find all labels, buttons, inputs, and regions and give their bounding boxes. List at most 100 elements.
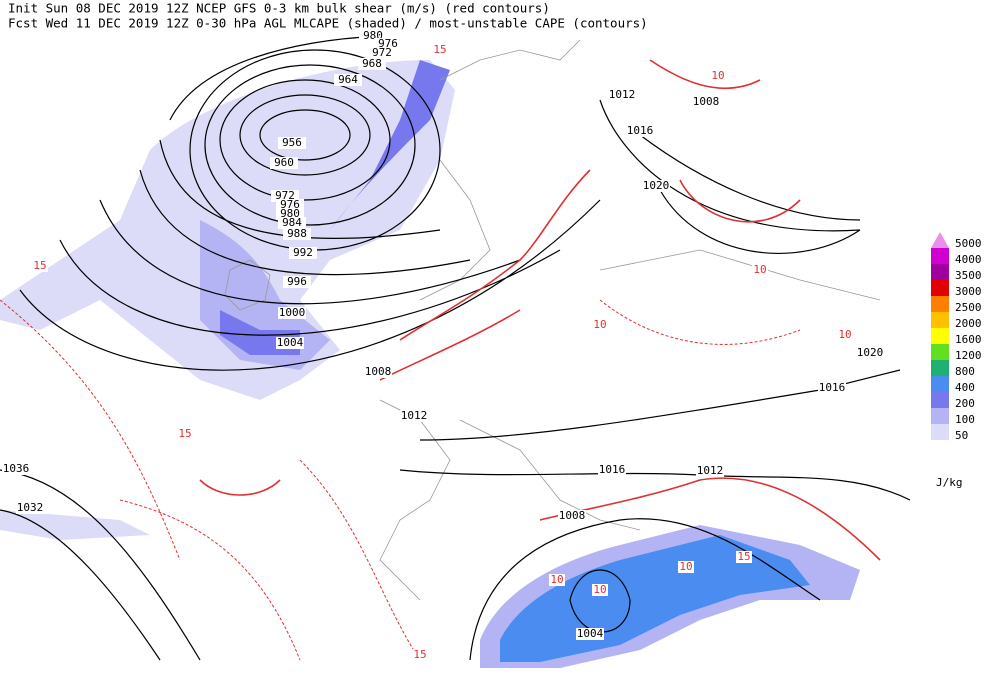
legend-label: 400 <box>955 381 975 394</box>
isobar-label: 1012 <box>697 464 724 477</box>
legend-swatch <box>931 408 949 424</box>
isobar-label: 1036 <box>3 462 30 475</box>
isobar-label: 976 <box>378 37 398 50</box>
legend-label: 200 <box>955 397 975 410</box>
isobar-label: 972 <box>372 46 392 59</box>
label-bg <box>270 157 298 169</box>
label-bg <box>278 137 306 149</box>
label-bg <box>692 96 720 108</box>
isobar-label: 980 <box>280 207 300 220</box>
label-bg <box>837 329 853 341</box>
isobar-label: 1016 <box>627 124 654 137</box>
shear-label: 15 <box>737 550 750 563</box>
label-bg <box>358 58 386 70</box>
label-bg <box>32 260 48 272</box>
legend-label: 2000 <box>955 317 982 330</box>
isobar-label: 968 <box>362 57 382 70</box>
label-bg <box>283 228 311 240</box>
map-labels: 9809769729689649569609729769809849889929… <box>2 29 884 661</box>
isobar-label: 1000 <box>279 306 306 319</box>
label-bg <box>412 649 428 661</box>
shear-contours <box>199 59 881 561</box>
legend-label: 2500 <box>955 301 982 314</box>
isobar-label: 1008 <box>693 95 720 108</box>
legend-swatch <box>931 296 949 312</box>
legend-swatch <box>931 392 949 408</box>
legend-swatch <box>931 360 949 376</box>
label-bg <box>608 89 636 101</box>
isobar-label: 1016 <box>599 463 626 476</box>
label-bg <box>364 366 392 378</box>
legend-swatch <box>931 328 949 344</box>
label-bg <box>558 510 586 522</box>
shear-label: 10 <box>593 583 606 596</box>
legend-label: 1200 <box>955 349 982 362</box>
isobar-label: 972 <box>275 189 295 202</box>
legend-swatch <box>931 344 949 360</box>
header-line: Init Sun 08 DEC 2019 12Z NCEP GFS 0-3 km… <box>8 1 550 16</box>
legend-label: 100 <box>955 413 975 426</box>
label-bg <box>334 74 362 86</box>
shear-label: 10 <box>711 69 724 82</box>
legend-swatch <box>931 232 949 248</box>
shear-label: 15 <box>413 648 426 661</box>
legend-swatch <box>931 376 949 392</box>
isobar-label: 1008 <box>559 509 586 522</box>
shear-label: 10 <box>679 560 692 573</box>
label-bg <box>283 276 311 288</box>
label-bg <box>696 465 724 477</box>
legend-label: 3000 <box>955 285 982 298</box>
label-bg <box>678 561 694 573</box>
legend-label: 1600 <box>955 333 982 346</box>
label-bg <box>549 574 565 586</box>
legend-swatch <box>931 264 949 280</box>
isobar-label: 984 <box>282 216 302 229</box>
label-bg <box>2 463 30 475</box>
isobar-label: 964 <box>338 73 358 86</box>
shear-label: 10 <box>753 263 766 276</box>
legend-label: 5000 <box>955 237 982 250</box>
isobar-label: 996 <box>287 275 307 288</box>
isobar-label: 1032 <box>17 501 44 514</box>
isobar-label: 1020 <box>857 346 884 359</box>
label-bg <box>368 47 396 59</box>
header-line: Fcst Wed 11 DEC 2019 12Z 0-30 hPa AGL ML… <box>8 16 648 31</box>
label-bg <box>598 464 626 476</box>
label-bg <box>710 70 726 82</box>
label-bg <box>736 551 752 563</box>
label-bg <box>752 264 768 276</box>
label-bg <box>432 44 448 56</box>
label-bg <box>16 502 44 514</box>
isobar-label: 1008 <box>365 365 392 378</box>
label-bg <box>592 584 608 596</box>
legend-label: 800 <box>955 365 975 378</box>
legend-label: 50 <box>955 429 968 442</box>
label-bg <box>642 180 670 192</box>
label-bg <box>592 319 608 331</box>
shear-dashed <box>0 299 801 661</box>
label-bg <box>818 382 846 394</box>
label-bg <box>856 347 884 359</box>
legend-unit: J/kg <box>936 476 963 489</box>
legend-swatch <box>931 248 949 264</box>
legend-label: 3500 <box>955 269 982 282</box>
isobar-label: 992 <box>293 246 313 259</box>
shear-label: 15 <box>433 43 446 56</box>
label-bg <box>576 628 604 640</box>
legend-label: 4000 <box>955 253 982 266</box>
legend-swatch <box>931 424 949 440</box>
isobar-label: 956 <box>282 136 302 149</box>
isobar-label: 1004 <box>277 336 304 349</box>
shear-label: 15 <box>33 259 46 272</box>
isobar-label: 1020 <box>643 179 670 192</box>
label-bg <box>289 247 317 259</box>
isobar-label: 988 <box>287 227 307 240</box>
label-bg <box>278 217 306 229</box>
shear-label: 10 <box>550 573 563 586</box>
shear-label: 15 <box>178 427 191 440</box>
label-bg <box>177 428 193 440</box>
isobar-label: 1012 <box>401 409 428 422</box>
label-bg <box>276 337 304 349</box>
isobar-label: 1004 <box>577 627 604 640</box>
